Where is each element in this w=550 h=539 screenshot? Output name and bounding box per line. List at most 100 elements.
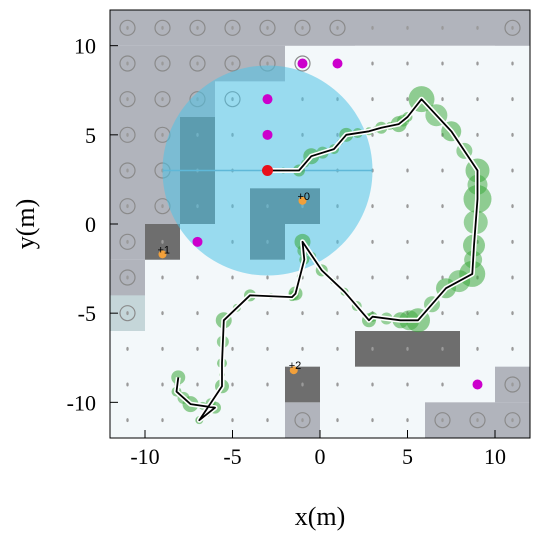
grid-ellipse [511,61,514,66]
waypoint-marker [192,236,203,247]
cell-circle-marker [119,198,136,215]
cell-circle-marker [224,19,241,36]
grid-ellipse [126,97,129,102]
start-point [262,165,273,176]
grid-ellipse [196,311,199,316]
grid-ellipse [371,346,374,351]
grid-ellipse [301,346,304,351]
grid-ellipse [231,346,234,351]
robot-dot [158,250,167,259]
grid-ellipse [196,346,199,351]
grid-ellipse [126,168,129,173]
grid-ellipse [126,61,129,66]
blocked-region [285,10,355,46]
waypoint-marker [332,58,343,69]
grid-ellipse [511,204,514,209]
cell-circle-marker [504,19,521,36]
waypoint-layer [192,58,483,390]
grid-ellipse [441,311,444,316]
y-tick-label: -10 [67,390,96,415]
cell-circle-marker [119,233,136,250]
grid-ellipse [126,239,129,244]
grid-ellipse [266,382,269,387]
axis-ticks: -10 -5 0 5 10 10 5 0 -5 -10 [67,34,506,469]
grid-ellipse [441,418,444,423]
cell-circle-marker [119,55,136,72]
grid-ellipse [336,346,339,351]
grid-ellipse [161,97,164,102]
grid-ellipse [266,61,269,66]
trajectory-line [175,98,479,422]
y-tick-label: 0 [85,212,96,237]
grid-ellipse [406,168,409,173]
grid-ellipse [511,311,514,316]
grid-ellipse [301,418,304,423]
grid-ellipse [511,168,514,173]
robot-dot [298,196,307,205]
grid-ellipse [476,25,479,30]
grid-ellipse [126,132,129,137]
y-tick-label: 10 [74,34,96,59]
cell-circle-marker [119,126,136,143]
x-tick-label: -5 [223,444,241,469]
blocked-region [110,45,145,117]
grid-ellipse [231,418,234,423]
grid-ellipse [266,346,269,351]
cell-circle-marker [119,305,136,322]
robot-marker: +0 [298,191,310,205]
grid-ellipse [406,418,409,423]
grid-ellipse [196,25,199,30]
cell-circle-marker [434,412,451,429]
grid-ellipse [371,382,374,387]
cell-circle-marker [504,376,521,393]
grid-ellipse [406,239,409,244]
robot-marker: +2 [289,360,301,375]
cell-circle-marker [119,19,136,36]
grid-ellipse [511,97,514,102]
grid-ellipse [336,25,339,30]
cell-circle-marker [189,19,206,36]
grid-ellipse [511,239,514,244]
grid-ellipse [511,418,514,423]
grid-ellipse [476,311,479,316]
x-tick-label: -10 [130,444,159,469]
grid-ellipse [161,382,164,387]
grid-ellipse [231,382,234,387]
grid-ellipse [161,132,164,137]
grid-ellipse [126,418,129,423]
grid-ellipse [441,275,444,280]
grid-ellipse [196,61,199,66]
grid-ellipse [406,61,409,66]
grid-ellipse [126,25,129,30]
grid-ellipse [161,25,164,30]
cell-circle-marker [294,55,311,72]
robot-label: +1 [158,244,171,256]
grid-ellipse [371,61,374,66]
grid-ellipse [511,382,514,387]
grid-ellipse [371,275,374,280]
grid-ellipse [161,275,164,280]
grid-ellipse [441,25,444,30]
grid-ellipse [126,204,129,209]
grid-ellipse [266,275,269,280]
grid-ellipse [336,418,339,423]
x-tick-label: 10 [484,444,506,469]
cell-circle-marker [189,55,206,72]
grid-ellipse [196,382,199,387]
cell-circle-marker [154,55,171,72]
cell-circle-marker [469,412,486,429]
cell-circle-marker [154,91,171,108]
robot-layer: +0 +1 +2 [158,191,310,375]
cell-circle-marker [294,412,311,429]
grid-ellipse [336,382,339,387]
grid-ellipse [406,204,409,209]
grid-ellipse [301,25,304,30]
x-axis-title: x(m) [295,502,346,531]
grid-ellipse [301,382,304,387]
grid-ellipse [476,132,479,137]
grid-ellipse [476,97,479,102]
grid-ellipse [266,418,269,423]
grid-ellipse [476,61,479,66]
grid-ellipse [161,204,164,209]
